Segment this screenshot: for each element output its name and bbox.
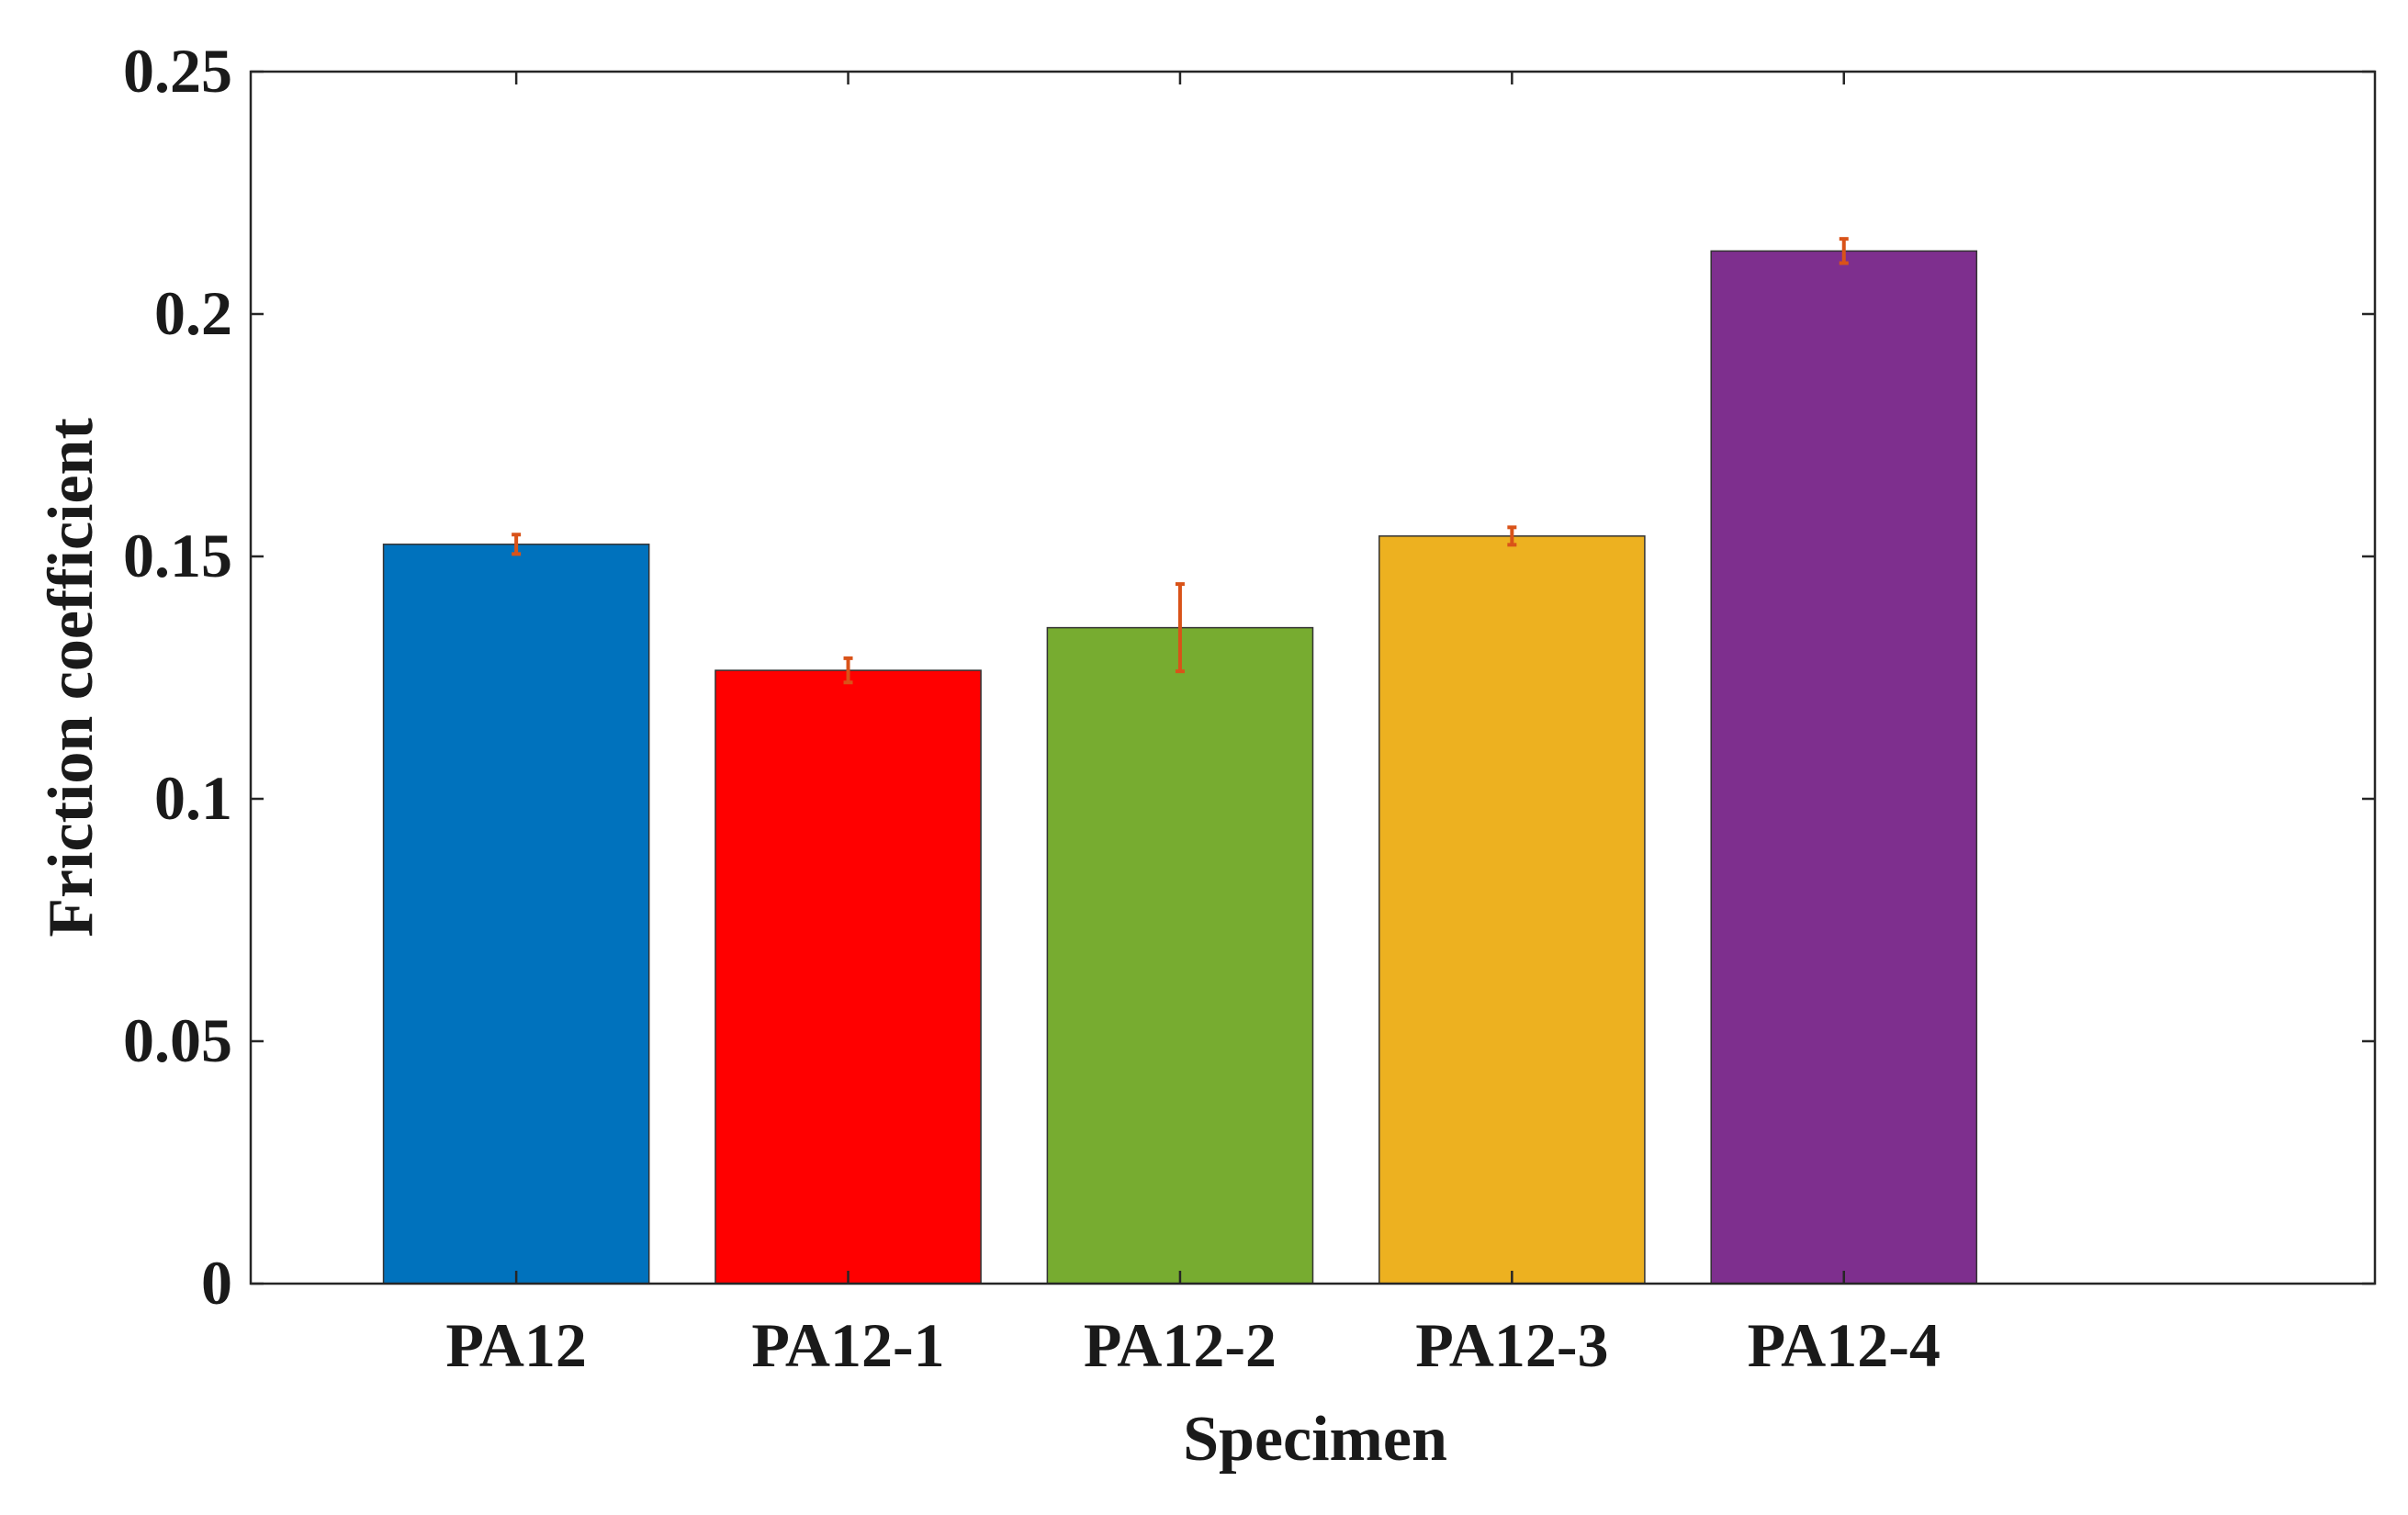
bar-pa12-1 xyxy=(715,669,982,1285)
x-tick-label-pa12-4: PA12-4 xyxy=(1748,1310,1941,1380)
x-tick-label-pa12-3: PA12-3 xyxy=(1415,1310,1608,1380)
bar-pa12-4 xyxy=(1710,250,1978,1285)
y-tick-label: 0.15 xyxy=(123,521,232,590)
y-tick-label: 0 xyxy=(201,1248,232,1318)
y-tick-label: 0.1 xyxy=(154,763,232,833)
x-tick-label-pa12-1: PA12-1 xyxy=(751,1310,944,1380)
x-tick-label-pa12: PA12 xyxy=(445,1310,587,1380)
y-axis-title: Friction coefficient xyxy=(36,418,107,937)
y-tick-label: 0.2 xyxy=(154,278,232,348)
y-tick-label: 0.05 xyxy=(123,1005,232,1075)
plot-frame xyxy=(249,70,2377,1285)
bar-pa12 xyxy=(382,544,650,1285)
x-axis-title: Specimen xyxy=(1183,1404,1447,1475)
bar-pa12-3 xyxy=(1378,535,1646,1285)
bar-pa12-2 xyxy=(1046,626,1314,1285)
y-tick-label: 0.25 xyxy=(123,36,232,106)
x-axis-ticks: PA12 PA12-1 PA12-2 PA12-3 PA12-4 xyxy=(445,72,1941,1380)
x-tick-label-pa12-2: PA12-2 xyxy=(1084,1310,1277,1380)
bars-group xyxy=(382,250,1978,1285)
error-bars-group xyxy=(512,237,1849,685)
y-axis-ticks: 0 0.05 0.1 0.15 0.2 0.25 xyxy=(123,36,2375,1318)
